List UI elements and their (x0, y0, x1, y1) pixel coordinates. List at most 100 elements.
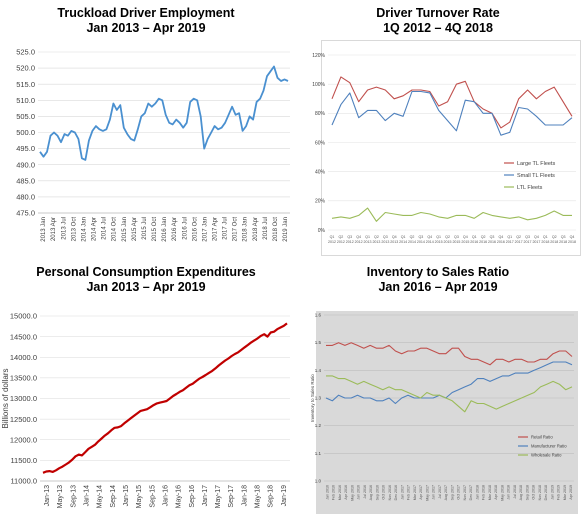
x-tick-label: Jan 2017 (400, 485, 404, 500)
y-tick-label: 510.0 (16, 96, 35, 105)
x-tick-label: 2015 Jan (122, 217, 128, 242)
x-tick-label: Sep-17 (228, 485, 235, 508)
x-tick-label: 2018 Jan (243, 217, 249, 242)
x-tick-year-label: 2013 (372, 240, 380, 244)
x-tick-label: Mar 2019 (563, 485, 567, 500)
x-tick-label: Apr 2018 (494, 485, 498, 500)
chart-title-line-1: Truckload Driver Employment (57, 6, 235, 20)
x-tick-year-label: 2018 (559, 240, 567, 244)
y-axis-label: Inventory to Sales Ratio (310, 374, 315, 422)
x-tick-label: Jan-15 (123, 485, 130, 507)
x-tick-year-label: 2016 (488, 240, 496, 244)
y-tick-label: 12500.0 (10, 415, 37, 424)
y-tick-label: 80% (315, 111, 326, 117)
x-tick-label: Dec 2017 (469, 485, 473, 500)
x-tick-year-label: 2017 (515, 240, 523, 244)
x-tick-label: 2014 Apr (92, 217, 98, 241)
x-tick-year-label: 2018 (568, 240, 576, 244)
x-tick-label: Q2 (374, 235, 379, 239)
series-line (42, 322, 288, 474)
x-tick-label: Q3 (383, 235, 388, 239)
x-tick-label: 2016 Jul (182, 217, 188, 240)
x-tick-label: Feb 2017 (407, 485, 411, 500)
chart-title-line-2: 1Q 2012 – 4Q 2018 (383, 21, 493, 35)
y-tick-label: 1.1 (315, 451, 322, 456)
series-line (331, 90, 573, 136)
x-tick-label: Mar 2016 (338, 485, 342, 500)
x-tick-label: Q2 (410, 235, 415, 239)
panel-consumption-expenditures: Personal Consumption Expenditures Jan 20… (0, 259, 292, 518)
employment-line-chart: 475.0 480.0 485.0 490.0 495.0 500.0 505.0 510.0… (16, 48, 290, 242)
x-tick-label: Q1 (365, 235, 370, 239)
x-tick-label: Sep-18 (268, 485, 275, 508)
y-tick-label: 525.0 (16, 48, 35, 57)
y-tick-label: 11000.0 (10, 477, 37, 486)
x-tick-label: May 2016 (350, 485, 354, 501)
x-tick-label: Nov 2017 (463, 485, 467, 500)
legend-label: Large TL Fleets (517, 161, 555, 167)
x-tick-label: May-17 (215, 485, 222, 508)
x-tick-label: Q4 (392, 235, 397, 239)
x-tick-label: Jan-19 (281, 485, 288, 507)
x-tick-label: Q4 (463, 235, 468, 239)
x-tick-year-label: 2014 (408, 240, 416, 244)
x-tick-label: Sep-16 (189, 485, 196, 508)
y-tick-label: 14500.0 (10, 332, 37, 341)
chart-title: Inventory to Sales Ratio Jan 2016 – Apr … (292, 265, 584, 295)
x-tick-label: Apr 2016 (344, 485, 348, 500)
chart-title: Driver Turnover Rate 1Q 2012 – 4Q 2018 (292, 6, 584, 36)
y-tick-label: 480.0 (16, 193, 35, 202)
x-tick-label: Jan 2016 (325, 485, 329, 500)
x-tick-year-label: 2018 (550, 240, 558, 244)
x-tick-label: 2017 Apr (213, 217, 219, 241)
x-tick-label: 2017 Jul (223, 217, 229, 240)
x-tick-label: Feb 2018 (482, 485, 486, 500)
x-tick-label: 2016 Apr (172, 217, 178, 241)
x-tick-year-label: 2012 (346, 240, 354, 244)
x-tick-label: 2019 Jan (283, 217, 289, 242)
x-tick-year-label: 2016 (497, 240, 505, 244)
x-tick-label: Aug 2016 (369, 485, 373, 500)
x-tick-label: May-13 (57, 485, 64, 508)
x-tick-label: 2017 Jan (202, 217, 208, 242)
series-line (326, 342, 573, 366)
x-tick-label: 2014 Jan (81, 217, 87, 242)
y-tick-label: 60% (315, 140, 326, 146)
x-tick-label: Jun 2018 (507, 485, 511, 500)
x-tick-year-label: 2013 (390, 240, 398, 244)
x-tick-year-label: 2012 (337, 240, 345, 244)
x-tick-label: Aug 2017 (444, 485, 448, 500)
x-tick-label: 2015 Oct (152, 217, 158, 242)
y-tick-label: 13500.0 (10, 374, 37, 383)
chart-title: Personal Consumption Expenditures Jan 20… (0, 265, 292, 295)
x-tick-label: Feb 2019 (557, 485, 561, 500)
x-tick-label: Q4 (570, 235, 575, 239)
x-tick-label: Feb 2016 (332, 485, 336, 500)
x-tick-label: Q1 (507, 235, 512, 239)
x-tick-label: Nov 2018 (538, 485, 542, 500)
x-tick-label: Sep 2017 (450, 485, 454, 500)
x-tick-label: 2017 Oct (233, 217, 239, 242)
x-tick-year-label: 2013 (381, 240, 389, 244)
y-tick-label: 20% (315, 199, 326, 205)
y-tick-label: 15000.0 (10, 312, 37, 321)
x-tick-label: Q3 (454, 235, 459, 239)
series-line (326, 375, 573, 413)
x-tick-label: Jan 2018 (475, 485, 479, 500)
x-tick-label: Q3 (561, 235, 566, 239)
y-tick-label: 520.0 (16, 64, 35, 73)
x-tick-label: Oct 2016 (382, 485, 386, 500)
x-tick-year-label: 2017 (532, 240, 540, 244)
turnover-line-chart: 0%20%40%60%80%100%120%Q12012Q22012Q32012… (312, 40, 581, 256)
y-tick-label: 100% (312, 82, 325, 88)
x-tick-label: 2014 Oct (112, 217, 118, 242)
x-tick-label: Q1 (330, 235, 335, 239)
x-tick-label: 2016 Jan (162, 217, 168, 242)
x-tick-label: 2018 Apr (253, 217, 259, 241)
y-tick-label: 120% (312, 53, 325, 59)
series-line (39, 65, 289, 161)
y-tick-label: 1.2 (315, 423, 322, 428)
x-tick-label: May 2018 (500, 485, 504, 501)
legend-label: Manufacturer Ratio (531, 444, 567, 449)
